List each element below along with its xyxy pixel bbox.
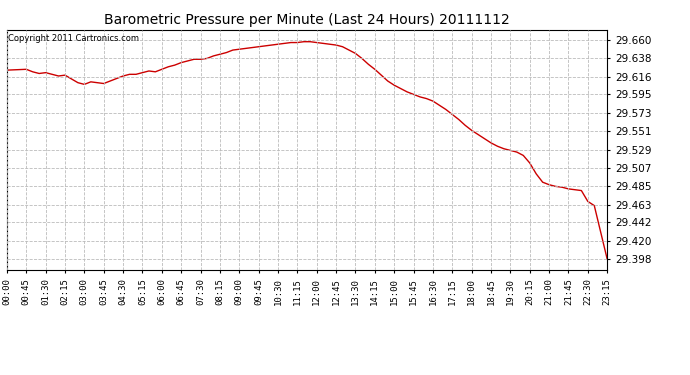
Title: Barometric Pressure per Minute (Last 24 Hours) 20111112: Barometric Pressure per Minute (Last 24 … — [104, 13, 510, 27]
Text: Copyright 2011 Cartronics.com: Copyright 2011 Cartronics.com — [8, 34, 139, 43]
